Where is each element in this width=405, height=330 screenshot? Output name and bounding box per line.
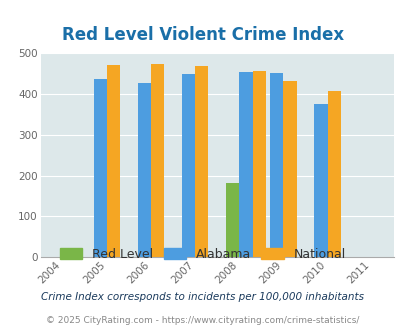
Bar — [239, 72, 252, 257]
Text: Red Level Violent Crime Index: Red Level Violent Crime Index — [62, 26, 343, 45]
Text: © 2025 CityRating.com - https://www.cityrating.com/crime-statistics/: © 2025 CityRating.com - https://www.city… — [46, 316, 359, 325]
Bar — [269, 73, 283, 257]
Bar — [226, 182, 239, 257]
Bar — [327, 91, 340, 257]
Bar — [107, 65, 120, 257]
Bar — [151, 64, 164, 257]
Legend: Red Level, Alabama, National: Red Level, Alabama, National — [55, 243, 350, 266]
Bar — [313, 104, 327, 257]
Bar — [252, 71, 265, 257]
Bar — [195, 66, 208, 257]
Bar — [93, 80, 107, 257]
Bar — [181, 75, 195, 257]
Bar — [137, 83, 151, 257]
Bar — [283, 81, 296, 257]
Text: Crime Index corresponds to incidents per 100,000 inhabitants: Crime Index corresponds to incidents per… — [41, 292, 364, 302]
